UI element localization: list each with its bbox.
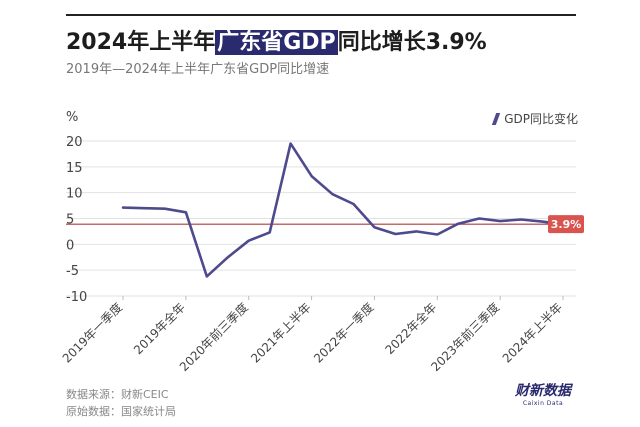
legend-label: GDP同比变化: [504, 112, 578, 126]
x-tick-label: 2024年上半年: [500, 300, 565, 365]
reference-badge-label: 3.9%: [551, 218, 582, 231]
y-tick-label: -5: [66, 264, 79, 279]
x-tick-label: 2022年一季度: [310, 300, 376, 366]
reference-badge: [548, 215, 584, 234]
y-tick-label: 15: [66, 161, 83, 176]
title-part2: 同比增长3.9%: [337, 30, 487, 55]
title-highlight: 广东省GDP: [215, 30, 338, 55]
x-tick-label: 2019年全年: [130, 300, 188, 358]
y-tick-label: 10: [66, 187, 83, 202]
x-tick-label: 2022年全年: [382, 300, 440, 358]
y-tick-label: 20: [66, 135, 83, 150]
caixin-logo: 财新数据 Caixin Data: [515, 380, 571, 407]
y-tick-label: 0: [66, 238, 74, 253]
logo-cn: 财新数据: [515, 383, 571, 399]
series-line-gdp: [121, 142, 565, 278]
footer-original: 原始数据：国家统计局: [66, 405, 176, 418]
legend: GDP同比变化: [492, 110, 578, 127]
title-part1: 2024年上半年: [66, 30, 216, 55]
top-rule: [66, 14, 576, 16]
y-axis-unit: %: [66, 110, 79, 125]
x-tick-label: 2019年一季度: [59, 300, 125, 366]
footer-source: 数据来源：财新CEIC: [66, 388, 169, 401]
chart-title: 2024年上半年广东省GDP同比增长3.9%: [66, 24, 487, 56]
y-tick-label: 5: [66, 213, 74, 228]
x-tick-label: 2023年前三季度: [428, 300, 503, 375]
y-tick-label: -10: [66, 290, 87, 305]
x-tick-label: 2021年上半年: [248, 300, 313, 365]
x-tick-label: 2020年前三季度: [176, 300, 251, 375]
logo-en: Caixin Data: [522, 400, 564, 407]
chart-subtitle: 2019年—2024年上半年广东省GDP同比增速: [66, 62, 330, 77]
